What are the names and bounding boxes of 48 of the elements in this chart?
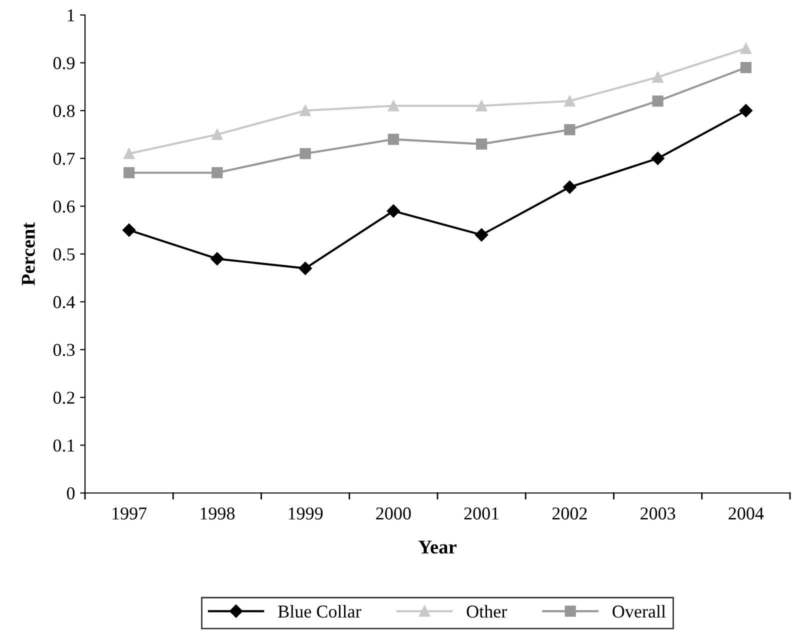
legend-label: Blue Collar <box>278 604 362 618</box>
point <box>740 62 752 74</box>
point <box>652 95 664 107</box>
x-tick-label: 2003 <box>640 507 676 520</box>
x-tick-label: 1997 <box>112 507 147 520</box>
point <box>122 224 136 237</box>
point <box>740 42 752 54</box>
y-axis-title: Percent <box>22 222 35 286</box>
point <box>300 148 311 160</box>
y-tick-label: 1 <box>68 9 74 22</box>
legend-label: Overall <box>612 604 666 618</box>
y-tick-label: 0 <box>66 487 75 500</box>
y-tick-label: 0.2 <box>53 392 74 404</box>
point <box>564 95 576 107</box>
point <box>298 262 312 275</box>
x-tick-label: 2002 <box>552 507 587 520</box>
y-tick-label: 0.6 <box>53 200 75 213</box>
point <box>386 204 400 218</box>
y-tick-label: 0.9 <box>53 57 75 70</box>
point <box>652 72 664 83</box>
x-tick-label: 1998 <box>200 507 235 520</box>
point <box>564 124 576 136</box>
point <box>474 228 488 242</box>
point <box>124 167 135 178</box>
y-tick-label: 0.3 <box>53 344 75 356</box>
legend-label: Other <box>466 604 508 618</box>
y-tick-label: 0.4 <box>53 296 75 308</box>
y-tick-label: 0.7 <box>53 152 75 165</box>
y-tick-label: 0.1 <box>53 439 74 452</box>
point <box>476 100 488 112</box>
point <box>651 152 664 165</box>
y-tick-label: 0.5 <box>53 248 75 261</box>
x-tick-label: 2001 <box>464 507 499 520</box>
point <box>739 104 753 118</box>
point <box>300 105 311 116</box>
point <box>476 138 488 150</box>
point <box>212 128 223 140</box>
point <box>124 148 135 160</box>
x-tick-label: 1999 <box>288 507 323 520</box>
point <box>563 180 576 194</box>
x-tick-label: 2004 <box>728 507 764 520</box>
point <box>210 252 224 266</box>
y-tick-label: 0.8 <box>53 104 75 118</box>
point <box>212 167 223 178</box>
x-tick-label: 2000 <box>376 507 411 520</box>
point <box>388 100 399 112</box>
x-axis-title: Year <box>418 540 457 554</box>
point <box>388 134 399 145</box>
